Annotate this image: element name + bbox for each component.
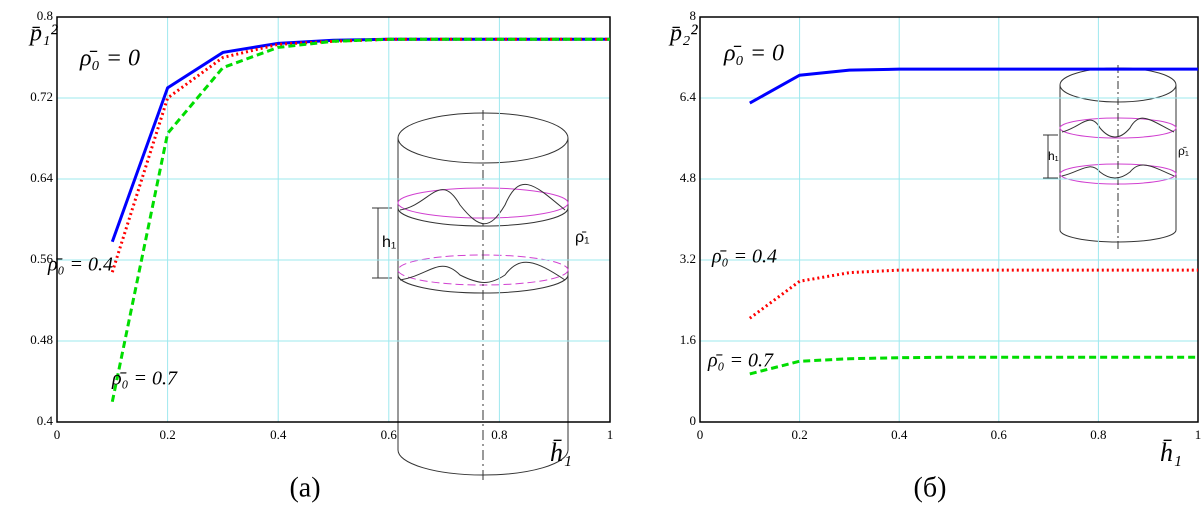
- inset-label: ρ̄₁: [575, 229, 590, 246]
- y-tick-label: 4.8: [680, 170, 696, 185]
- series-line: [110, 37, 610, 243]
- y-tick-label: 0.64: [30, 170, 53, 185]
- y-tick-label: 8: [690, 8, 697, 23]
- y-tick-label: 0.48: [30, 332, 53, 347]
- inset-cylinder: [372, 110, 569, 480]
- plot-frame: [56, 16, 611, 423]
- x-tick-label: 1: [1195, 427, 1202, 442]
- x-tick-label: 0: [697, 427, 704, 442]
- series-line: [748, 268, 1198, 320]
- series-line: [749, 67, 1198, 105]
- inset-label: ρ̄₁: [1178, 144, 1189, 158]
- inset-label: h₁: [1048, 149, 1059, 163]
- x-tick-label: 0.6: [381, 427, 398, 442]
- x-tick-label: 0: [54, 427, 61, 442]
- series-label: ρ̄₀ = 0.4: [711, 246, 777, 268]
- caption: (a): [289, 472, 320, 503]
- x-tick-label: 0.4: [891, 427, 908, 442]
- inset-cylinder: [1043, 65, 1177, 250]
- y-tick-label: 0.8: [37, 8, 53, 23]
- x-axis-label: h̄₁: [550, 438, 572, 467]
- series-line: [749, 355, 1198, 376]
- x-tick-label: 0.2: [791, 427, 807, 442]
- y-tick-label: 0.4: [37, 413, 54, 428]
- plot-frame: [699, 16, 1199, 423]
- x-axis-label: h̄₁: [1160, 438, 1182, 467]
- series-label: ρ̄₀ = 0: [723, 41, 784, 67]
- x-tick-label: 0.4: [270, 427, 287, 442]
- y-tick-label: 0.56: [30, 251, 53, 266]
- series-label: ρ̄₀ = 0.7: [707, 350, 774, 372]
- x-tick-label: 0.2: [159, 427, 175, 442]
- caption: (б): [914, 472, 947, 503]
- series-label: ρ̄₀ = 0.7: [111, 368, 178, 390]
- y-tick-label: 3.2: [680, 251, 696, 266]
- series-label: ρ̄₀ = 0: [79, 46, 140, 72]
- series-line: [110, 37, 610, 403]
- inset-label: h₁: [382, 234, 396, 251]
- y-axis-label: p̄₂²: [668, 21, 698, 47]
- y-axis-label: p̄₁²: [28, 21, 58, 47]
- x-tick-label: 0.6: [991, 427, 1008, 442]
- x-tick-label: 1: [607, 427, 614, 442]
- y-tick-label: 1.6: [680, 332, 697, 347]
- x-tick-label: 0.8: [1090, 427, 1106, 442]
- y-tick-label: 6.4: [680, 89, 697, 104]
- series-line: [110, 37, 610, 273]
- y-tick-label: 0: [690, 413, 697, 428]
- series-label: ρ̄₀ = 0.4: [47, 254, 113, 276]
- x-tick-label: 0.8: [491, 427, 507, 442]
- y-tick-label: 0.72: [30, 89, 53, 104]
